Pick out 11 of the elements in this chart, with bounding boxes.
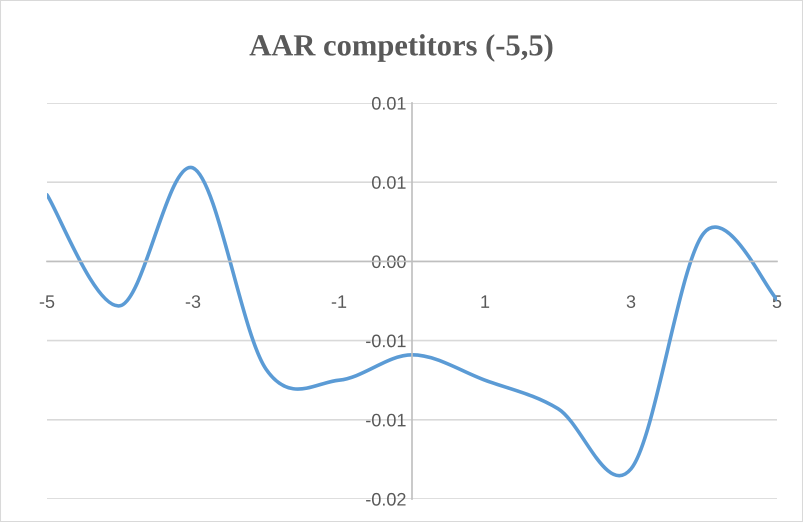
chart-title: AAR competitors (-5,5) xyxy=(249,34,552,62)
y-tick-label: -0.01 xyxy=(366,334,406,348)
x-tick-label: 1 xyxy=(481,295,490,308)
x-tick-label: 3 xyxy=(626,295,636,308)
y-tick-label: -0.02 xyxy=(366,492,406,506)
x-tick-label: -1 xyxy=(332,295,346,308)
x-tick-label: -5 xyxy=(40,295,54,308)
y-tick-label: 0.01 xyxy=(372,96,406,110)
y-tick-label: -0.01 xyxy=(366,414,406,427)
y-tick-label: 0.01 xyxy=(372,176,406,189)
x-tick-label: -3 xyxy=(186,295,200,308)
